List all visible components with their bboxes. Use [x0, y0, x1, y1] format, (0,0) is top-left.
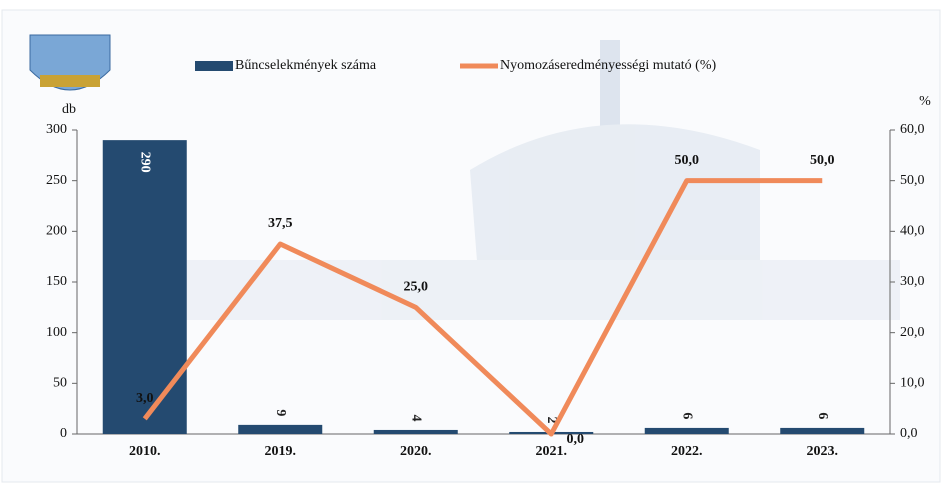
- line-value-label: 25,0: [404, 280, 429, 295]
- bar-value-label: 6: [680, 412, 695, 419]
- line-value-label: 0,0: [567, 432, 585, 447]
- bar: [238, 424, 323, 434]
- y2-axis-label: %: [919, 94, 931, 109]
- x-tick-label: 2020.: [400, 444, 432, 459]
- y2-tick-label: 20,0: [900, 325, 925, 340]
- legend-label: Nyomozáseredményességi mutató (%): [500, 58, 716, 73]
- y2-tick-label: 50,0: [900, 173, 925, 188]
- y-tick-label: 0: [60, 426, 67, 441]
- y-tick-label: 100: [46, 325, 67, 340]
- line-value-label: 3,0: [136, 391, 154, 406]
- bar-value-label: 2: [544, 416, 559, 423]
- y-tick-label: 200: [46, 224, 67, 239]
- y2-tick-label: 0,0: [900, 426, 918, 441]
- background-image: [120, 40, 900, 320]
- x-tick-label: 2019.: [265, 444, 297, 459]
- bar-value-label: 9: [273, 409, 288, 416]
- y2-tick-label: 40,0: [900, 224, 925, 239]
- y-tick-label: 150: [46, 274, 67, 289]
- y-tick-label: 250: [46, 173, 67, 188]
- y-tick-label: 300: [46, 122, 67, 137]
- y-tick-label: 50: [53, 376, 67, 391]
- y2-tick-label: 30,0: [900, 274, 925, 289]
- bar-value-label: 290: [138, 152, 153, 173]
- bar: [780, 427, 865, 434]
- line-series: [142, 178, 823, 437]
- bar-value-label: 4: [409, 414, 424, 421]
- legend-label: Bűncselekmények száma: [235, 58, 377, 73]
- y2-tick-label: 60,0: [900, 122, 925, 137]
- y2-tick-label: 10,0: [900, 376, 925, 391]
- bar: [102, 140, 187, 434]
- bar: [373, 429, 458, 434]
- line-value-label: 50,0: [810, 153, 835, 168]
- bar-value-label: 6: [815, 412, 830, 419]
- logo: [29, 34, 111, 91]
- x-tick-label: 2022.: [671, 444, 703, 459]
- line-value-label: 37,5: [268, 216, 293, 231]
- y-axis-label: db: [62, 102, 76, 117]
- x-tick-label: 2023.: [807, 444, 839, 459]
- bar: [644, 427, 729, 434]
- x-tick-label: 2010.: [129, 444, 161, 459]
- line-value-label: 50,0: [675, 153, 700, 168]
- x-tick-label: 2021.: [536, 444, 568, 459]
- legend-swatch: [195, 61, 233, 71]
